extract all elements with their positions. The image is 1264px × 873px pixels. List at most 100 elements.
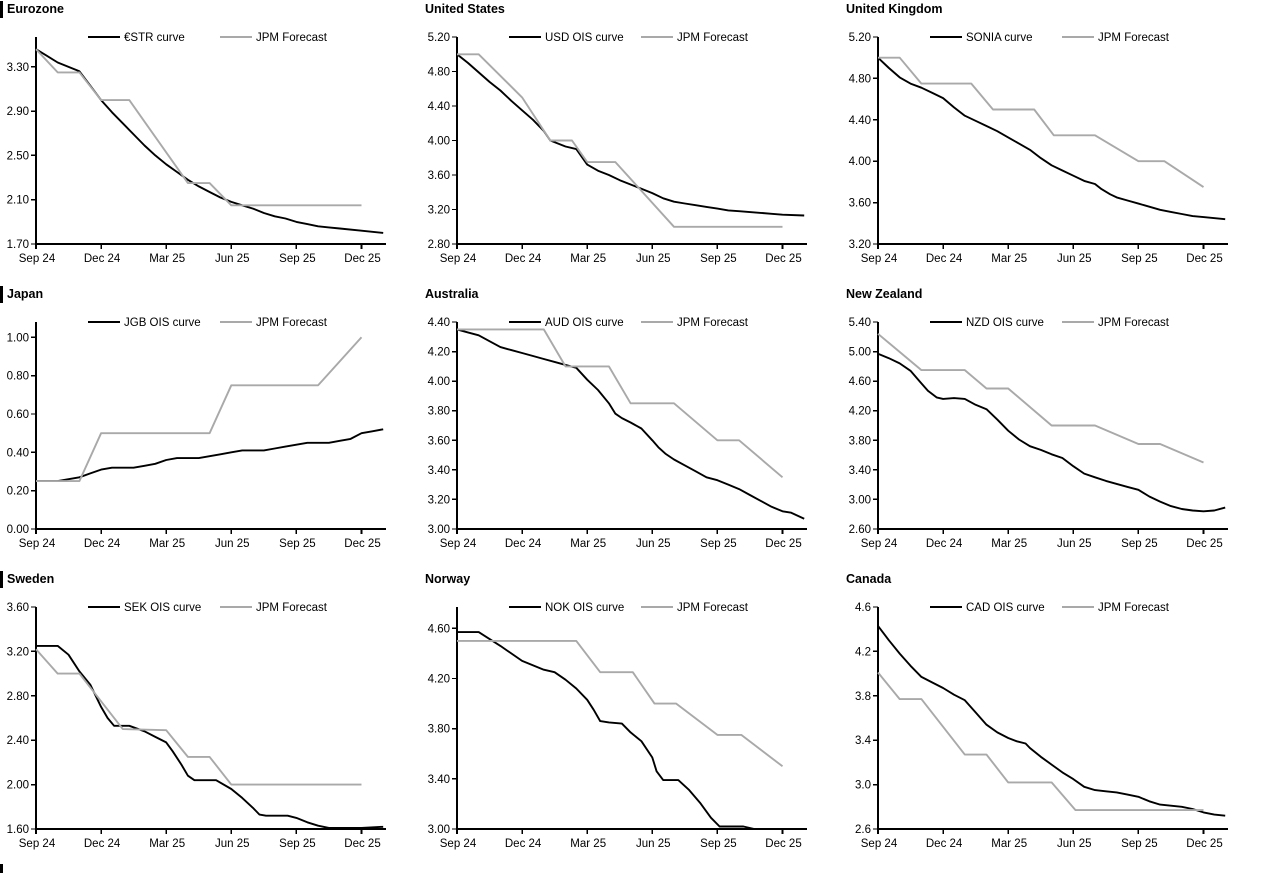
x-tick-label: Dec 25 <box>344 538 380 550</box>
chart-header: United Kingdom <box>842 0 1264 23</box>
y-tick-label: 3.80 <box>428 724 450 736</box>
x-tick-label: Mar 25 <box>570 538 606 550</box>
forecast-line <box>457 639 784 768</box>
x-tick-label: Jun 25 <box>1057 253 1092 265</box>
y-tick-label: 3.60 <box>428 435 450 447</box>
x-tick-label: Mar 25 <box>570 253 606 265</box>
y-tick-label: 5.20 <box>849 32 871 44</box>
y-tick-label: 3.80 <box>849 435 871 447</box>
x-tick-label: Dec 25 <box>344 253 380 265</box>
y-tick-label: 4.60 <box>849 376 871 388</box>
y-tick-label: 4.6 <box>855 602 871 614</box>
y-tick-label: 2.00 <box>7 780 29 792</box>
y-tick-label: 4.20 <box>428 673 450 685</box>
legend-label: CAD OIS curve <box>966 602 1045 614</box>
y-tick-label: 3.40 <box>428 465 450 477</box>
y-tick-label: 4.80 <box>428 67 450 79</box>
legend-label: AUD OIS curve <box>545 317 624 329</box>
legend-label: JPM Forecast <box>677 602 749 614</box>
x-tick-label: Dec 24 <box>84 538 121 550</box>
legend-label: USD OIS curve <box>545 32 624 44</box>
market-curve-line <box>36 644 384 829</box>
x-tick-label: Sep 25 <box>700 253 736 265</box>
x-tick-label: Jun 25 <box>636 538 671 550</box>
chart-plot: 3.00 3.20 3.40 3.60 3.80 4.00 4.20 4.40 Sep 24 De… <box>428 317 807 550</box>
chart-australia: Australia 3.00 3.20 3.40 3.60 3.80 4.00 4.20 4.… <box>421 285 842 570</box>
chart-header: New Zealand <box>842 285 1264 308</box>
x-tick-label: Jun 25 <box>1057 538 1092 550</box>
x-tick-label: Dec 25 <box>765 838 801 850</box>
chart-plot: 3.20 3.60 4.00 4.40 4.80 5.20 Sep 24 Dec 24 Mar … <box>849 32 1228 265</box>
chart-header: Eurozone <box>0 0 421 23</box>
market-curve-line <box>457 631 805 830</box>
x-tick-label: Sep 24 <box>861 838 898 850</box>
x-tick-label: Sep 25 <box>1121 538 1157 550</box>
x-tick-label: Mar 25 <box>991 838 1027 850</box>
market-curve-line <box>36 428 384 483</box>
chart-united-kingdom: United Kingdom 3.20 3.60 4.00 4.40 4.80 5.20 S… <box>842 0 1264 285</box>
chart-title: Norway <box>425 572 471 586</box>
x-tick-label: Mar 25 <box>570 838 606 850</box>
chart-header: Norway <box>421 570 842 593</box>
forecast-line <box>877 671 1204 812</box>
x-tick-label: Dec 25 <box>765 538 801 550</box>
chart-plot: 3.00 3.40 3.80 4.20 4.60 Sep 24 Dec 24 Mar 25 Ju… <box>428 602 807 850</box>
chart-new-zealand: New Zealand 2.60 3.00 3.40 3.80 4.20 4.60 5.00… <box>842 285 1264 570</box>
legend-label: JGB OIS curve <box>124 317 201 329</box>
chart-plot: 1.70 2.10 2.50 2.90 3.30 Sep 24 Dec 24 Mar 25 Ju… <box>7 32 386 265</box>
y-tick-label: 2.40 <box>7 735 29 747</box>
x-tick-label: Jun 25 <box>215 253 250 265</box>
x-tick-label: Dec 24 <box>505 838 542 850</box>
y-tick-label: 3.60 <box>849 198 871 210</box>
x-tick-label: Dec 24 <box>926 538 963 550</box>
market-curve-line <box>456 328 805 520</box>
y-tick-label: 4.40 <box>428 101 450 113</box>
x-tick-label: Dec 24 <box>84 253 121 265</box>
x-tick-label: Sep 24 <box>861 253 898 265</box>
x-tick-label: Sep 25 <box>279 253 315 265</box>
chart-plot: 1.60 2.00 2.40 2.80 3.20 3.60 Sep 24 Dec 24 Mar … <box>7 602 386 850</box>
y-tick-label: 2.10 <box>7 195 29 207</box>
y-tick-label: 4.40 <box>428 317 450 329</box>
legend-label: JPM Forecast <box>256 317 328 329</box>
x-tick-label: Sep 24 <box>19 838 56 850</box>
x-tick-label: Sep 24 <box>19 253 56 265</box>
y-tick-label: 1.70 <box>7 239 29 251</box>
x-tick-label: Dec 24 <box>505 538 542 550</box>
x-tick-label: Mar 25 <box>149 838 185 850</box>
y-tick-label: 5.40 <box>849 317 871 329</box>
chart-united-states: United States 2.80 3.20 3.60 4.00 4.40 4.80 5.… <box>421 0 842 285</box>
y-tick-label: 3.00 <box>428 824 450 836</box>
next-section-marker-bar <box>0 864 3 873</box>
legend-label: NOK OIS curve <box>545 602 624 614</box>
x-tick-label: Jun 25 <box>215 538 250 550</box>
chart-title: United States <box>425 2 505 16</box>
y-tick-label: 3.20 <box>428 494 450 506</box>
chart-plot: 2.60 3.00 3.40 3.80 4.20 4.60 5.00 5.40 Sep 24 De… <box>849 317 1228 550</box>
chart-norway: Norway 3.00 3.40 3.80 4.20 4.60 Sep 24 Dec 24 M… <box>421 570 842 873</box>
y-tick-label: 4.20 <box>849 406 871 418</box>
legend-label: JPM Forecast <box>256 32 328 44</box>
y-tick-label: 5.20 <box>428 32 450 44</box>
x-tick-label: Dec 25 <box>1186 253 1222 265</box>
chart-title: Sweden <box>7 572 55 586</box>
y-tick-label: 3.30 <box>7 62 29 74</box>
y-tick-label: 4.60 <box>428 623 450 635</box>
y-tick-label: 5.00 <box>849 347 871 359</box>
legend-label: JPM Forecast <box>677 32 749 44</box>
y-tick-label: 4.40 <box>849 115 871 127</box>
y-tick-label: 0.40 <box>7 447 29 459</box>
x-tick-label: Mar 25 <box>991 538 1027 550</box>
y-tick-label: 3.60 <box>428 170 450 182</box>
section-marker-bar <box>0 1 3 18</box>
forecast-line <box>35 48 362 207</box>
chart-title: United Kingdom <box>846 2 943 16</box>
x-tick-label: Mar 25 <box>149 253 185 265</box>
forecast-line <box>877 333 1204 464</box>
x-tick-label: Sep 25 <box>700 538 736 550</box>
x-tick-label: Mar 25 <box>149 538 185 550</box>
y-tick-label: 3.40 <box>849 465 871 477</box>
x-tick-label: Dec 24 <box>926 253 963 265</box>
y-tick-label: 2.80 <box>7 691 29 703</box>
